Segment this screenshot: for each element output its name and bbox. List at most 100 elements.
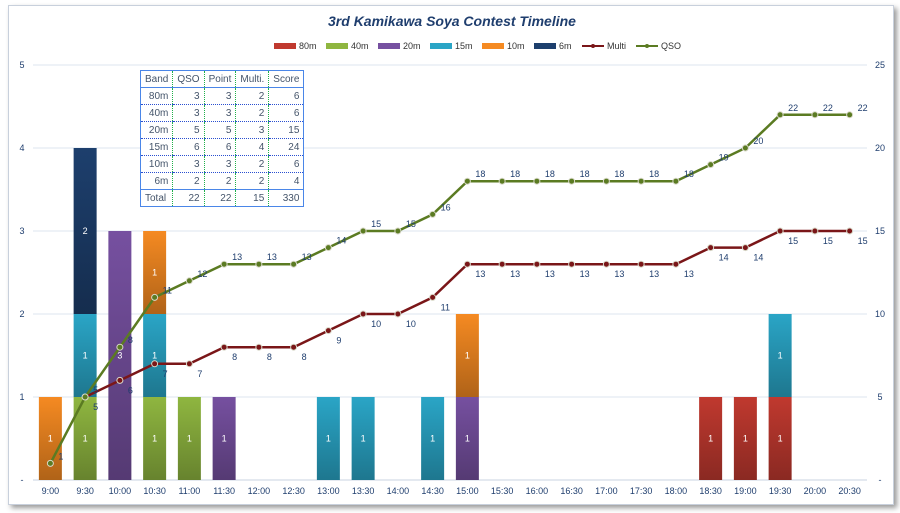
x-axis-tick-label: 16:30 (560, 486, 583, 496)
bar-15m (421, 397, 445, 480)
point-Multi (429, 293, 437, 301)
table-cell: 3 (172, 87, 205, 105)
point-data-label: 15 (823, 236, 833, 246)
point-QSO (707, 161, 715, 169)
chart-title: 3rd Kamikawa Soya Contest Timeline (328, 13, 576, 29)
bar-6m (73, 148, 97, 314)
legend-swatch-6m (534, 43, 556, 49)
bar-data-label: 1 (430, 434, 435, 444)
bar-15m (73, 314, 97, 397)
point-Multi (498, 260, 506, 268)
point-data-label: 7 (163, 369, 168, 379)
table-cell: 15 (268, 121, 304, 139)
point-QSO (568, 177, 576, 185)
x-axis-tick-label: 12:30 (282, 486, 305, 496)
x-axis-tick-label: 16:00 (526, 486, 549, 496)
point-QSO (429, 210, 437, 218)
x-axis-tick-label: 13:00 (317, 486, 340, 496)
point-data-label: 18 (475, 169, 485, 179)
right-axis-tick-label: 15 (875, 226, 885, 236)
point-data-label: 9 (336, 336, 341, 346)
point-data-label: 18 (545, 169, 555, 179)
bar-15m (143, 314, 167, 397)
table-cell: 22 (172, 189, 205, 207)
point-data-label: 13 (580, 269, 590, 279)
table-row: 6m 2 2 2 4 (140, 172, 304, 190)
axes: - -1 52 103 154 205 259:00 9:30 10:00 10:30 11:00 1… (19, 60, 885, 496)
point-Multi (324, 327, 332, 335)
table-cell: 3 (172, 155, 205, 173)
table-cell: 2 (235, 104, 269, 122)
bar-data-label: 1 (187, 434, 192, 444)
point-data-label: 18 (510, 169, 520, 179)
left-axis-tick-label: 3 (19, 226, 24, 236)
bar-data-label: 1 (326, 434, 331, 444)
point-data-label: 13 (614, 269, 624, 279)
right-axis-tick-label: 5 (877, 392, 882, 402)
table-row: 15m 6 6 4 24 (140, 138, 304, 156)
point-QSO (741, 144, 749, 152)
table-row: 20m 5 5 3 15 (140, 121, 304, 139)
point-data-label: 19 (719, 153, 729, 163)
bar-data-label: 3 (117, 351, 122, 361)
x-axis-tick-label: 20:00 (804, 486, 827, 496)
point-data-label: 11 (441, 302, 450, 312)
x-axis-tick-label: 9:30 (76, 486, 94, 496)
bar-data-label: 1 (152, 268, 157, 278)
point-Multi (255, 343, 263, 351)
x-axis-tick-label: 18:00 (665, 486, 688, 496)
bar-data-label: 1 (152, 351, 157, 361)
bar-data-label: 1 (48, 434, 53, 444)
point-QSO (324, 244, 332, 252)
point-data-label: 18 (649, 169, 659, 179)
legend-label-QSO: QSO (661, 41, 681, 51)
bar-data-label: 1 (361, 434, 366, 444)
legend-label-20m: 20m (403, 41, 421, 51)
bar-40m (177, 397, 201, 480)
bar-data-label: 1 (708, 434, 713, 444)
table-cell: Point (203, 70, 236, 88)
table-cell: 6 (268, 155, 304, 173)
point-Multi (463, 260, 471, 268)
table-cell: 6 (172, 138, 205, 156)
left-axis-tick-label: - (21, 475, 24, 485)
bar-10m (143, 231, 167, 314)
x-axis-tick-label: 19:30 (769, 486, 792, 496)
point-data-label: 1 (58, 451, 63, 461)
x-axis-tick-label: 17:00 (595, 486, 618, 496)
bar-15m (351, 397, 375, 480)
table-cell: 2 (172, 172, 205, 190)
point-data-label: 15 (858, 236, 868, 246)
point-data-label: 14 (719, 253, 729, 263)
point-data-label: 13 (302, 252, 312, 262)
point-data-label: 13 (684, 269, 694, 279)
point-data-label: 18 (684, 169, 694, 179)
left-axis-tick-label: 1 (19, 392, 24, 402)
legend-label-40m: 40m (351, 41, 369, 51)
point-Multi (220, 343, 228, 351)
table-cell: 10m (140, 155, 173, 173)
x-axis-tick-label: 9:00 (42, 486, 60, 496)
point-QSO (220, 260, 228, 268)
x-axis-tick-label: 18:30 (699, 486, 722, 496)
table-cell: 6 (268, 87, 304, 105)
legend-label-80m: 80m (299, 41, 317, 51)
point-QSO (846, 111, 854, 119)
x-axis-tick-label: 10:30 (143, 486, 166, 496)
point-data-label: 8 (267, 352, 272, 362)
point-data-label: 22 (788, 103, 798, 113)
point-Multi (776, 227, 784, 235)
table-cell: Band (140, 70, 173, 88)
point-QSO (637, 177, 645, 185)
table-cell: 3 (203, 155, 236, 173)
bar-10m (455, 314, 479, 397)
point-data-label: 7 (197, 369, 202, 379)
point-Multi (290, 343, 298, 351)
table-cell: 24 (268, 138, 304, 156)
bar-data-label: 1 (465, 351, 470, 361)
bar-data-label: 1 (83, 351, 88, 361)
point-data-label: 8 (302, 352, 307, 362)
point-data-label: 22 (858, 103, 868, 113)
